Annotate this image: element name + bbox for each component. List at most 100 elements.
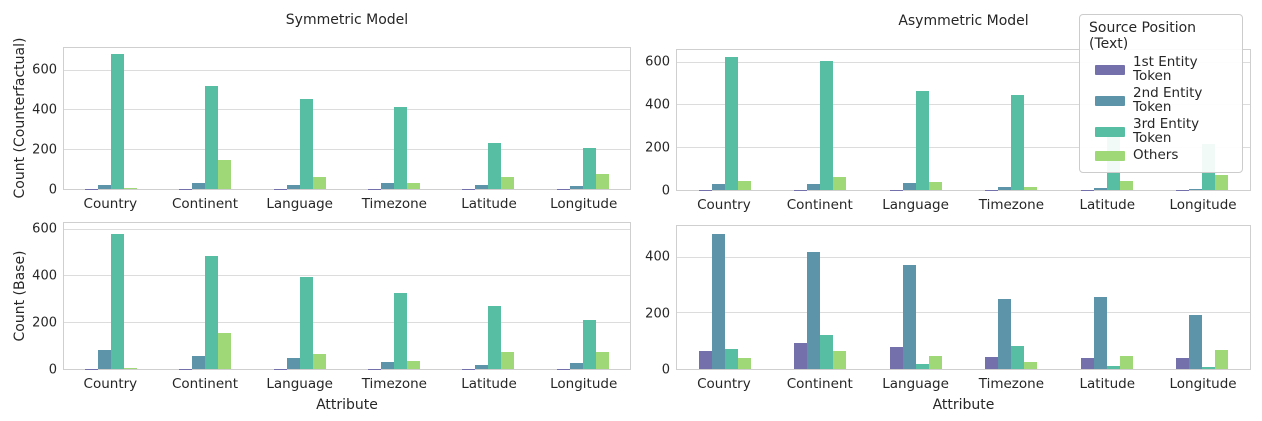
y-tick-label: 0 bbox=[48, 182, 57, 198]
x-tick-label-latitude: Latitude bbox=[461, 376, 517, 392]
bar-others-continent bbox=[218, 160, 232, 189]
legend-label-2nd-entity-token: 2nd Entity Token bbox=[1133, 85, 1203, 115]
bar-groups bbox=[677, 50, 1250, 190]
x-axis-label-attribute-left: Attribute bbox=[316, 397, 378, 413]
legend-swatch-others-icon bbox=[1095, 150, 1125, 161]
bar-others-language bbox=[928, 181, 942, 190]
bar-group-latitude bbox=[441, 223, 535, 369]
bar-group-timezone bbox=[964, 226, 1060, 369]
gridline bbox=[64, 228, 630, 230]
y-tick-label: 200 bbox=[32, 142, 57, 158]
bar-group-language bbox=[868, 50, 964, 190]
bar-others-latitude bbox=[501, 351, 515, 369]
bar-others-timezone bbox=[1024, 362, 1038, 369]
bar-group-language bbox=[868, 226, 964, 369]
bar-3rd-entity-token-latitude bbox=[1106, 365, 1120, 369]
bar-others-language bbox=[928, 356, 942, 369]
bar-others-country bbox=[124, 188, 138, 189]
bar-others-longitude bbox=[595, 351, 609, 369]
bar-2nd-entity-token-country bbox=[98, 184, 112, 189]
bar-3rd-entity-token-timezone bbox=[1011, 95, 1025, 190]
y-axis-ticks: 0 200 400 600 bbox=[626, 49, 670, 197]
bar-3rd-entity-token-language bbox=[299, 98, 313, 189]
legend-swatch-3rd-entity-token-icon bbox=[1095, 126, 1125, 137]
bar-2nd-entity-token-longitude bbox=[1189, 188, 1203, 190]
bar-groups bbox=[64, 223, 630, 369]
bar-3rd-entity-token-continent bbox=[820, 335, 834, 369]
bar-3rd-entity-token-country bbox=[111, 53, 125, 189]
x-tick-label-country: Country bbox=[697, 376, 751, 392]
bar-group-language bbox=[253, 223, 347, 369]
bar-2nd-entity-token-continent bbox=[807, 252, 821, 369]
bar-2nd-entity-token-country bbox=[98, 350, 112, 369]
x-tick-label-longitude: Longitude bbox=[1169, 197, 1237, 213]
y-tick-label: 600 bbox=[645, 54, 670, 70]
x-tick-label-language: Language bbox=[266, 196, 333, 212]
bar-group-latitude bbox=[1059, 226, 1155, 369]
y-tick-label: 400 bbox=[645, 97, 670, 113]
bar-3rd-entity-token-timezone bbox=[1011, 346, 1025, 369]
x-tick-label-timezone: Timezone bbox=[361, 196, 427, 212]
y-tick-label: 0 bbox=[661, 362, 670, 378]
bar-chart-symmetric-base bbox=[63, 222, 631, 370]
x-tick-label-latitude: Latitude bbox=[1079, 197, 1135, 213]
gridline bbox=[64, 321, 630, 323]
gridline bbox=[64, 109, 630, 111]
bar-2nd-entity-token-timezone bbox=[381, 361, 395, 369]
x-tick-label-continent: Continent bbox=[786, 197, 853, 213]
bar-2nd-entity-token-language bbox=[902, 182, 916, 190]
x-tick-label-language: Language bbox=[266, 376, 333, 392]
bar-2nd-entity-token-language bbox=[286, 357, 300, 369]
y-tick-label: 0 bbox=[48, 362, 57, 378]
bar-2nd-entity-token-language bbox=[902, 265, 916, 369]
bar-3rd-entity-token-latitude bbox=[488, 142, 502, 189]
bar-3rd-entity-token-timezone bbox=[394, 292, 408, 369]
y-tick-label: 600 bbox=[32, 62, 57, 78]
legend-label-3rd-entity-token: 3rd Entity Token bbox=[1133, 116, 1200, 146]
gridline bbox=[64, 148, 630, 150]
bar-group-continent bbox=[773, 226, 869, 369]
x-axis-ticks: Country Continent Language Timezone Latitude… bbox=[63, 196, 631, 212]
x-tick-label-language: Language bbox=[882, 376, 949, 392]
gridline bbox=[677, 104, 1250, 106]
x-axis-label-attribute-right: Attribute bbox=[932, 397, 995, 413]
bar-group-latitude bbox=[441, 48, 535, 189]
bar-2nd-entity-token-longitude bbox=[569, 186, 583, 189]
y-axis-ticks: 0 200 400 600 bbox=[13, 222, 57, 377]
bar-3rd-entity-token-country bbox=[724, 56, 738, 190]
bar-group-country bbox=[677, 50, 773, 190]
bar-3rd-entity-token-country bbox=[111, 234, 125, 369]
bar-1st-entity-token-longitude bbox=[1176, 358, 1190, 369]
bar-3rd-entity-token-timezone bbox=[394, 106, 408, 189]
x-tick-label-language: Language bbox=[882, 197, 949, 213]
bar-3rd-entity-token-language bbox=[299, 276, 313, 369]
bar-group-country bbox=[64, 223, 158, 369]
gridline bbox=[677, 312, 1250, 314]
bar-others-language bbox=[312, 353, 326, 369]
legend-item-3rd-entity-token: 3rd Entity Token bbox=[1095, 116, 1233, 146]
bar-group-longitude bbox=[536, 48, 630, 189]
bar-3rd-entity-token-language bbox=[915, 90, 929, 190]
bar-1st-entity-token-timezone bbox=[985, 357, 999, 369]
bar-group-continent bbox=[158, 223, 252, 369]
bar-2nd-entity-token-latitude bbox=[1093, 188, 1107, 190]
x-tick-label-country: Country bbox=[697, 197, 751, 213]
bar-3rd-entity-token-continent bbox=[205, 255, 219, 369]
bar-group-timezone bbox=[347, 223, 441, 369]
bar-others-longitude bbox=[1215, 174, 1229, 190]
bar-2nd-entity-token-country bbox=[711, 233, 725, 369]
bar-2nd-entity-token-latitude bbox=[475, 365, 489, 369]
x-tick-label-latitude: Latitude bbox=[1079, 376, 1135, 392]
bar-group-language bbox=[253, 48, 347, 189]
x-tick-label-timezone: Timezone bbox=[361, 376, 427, 392]
legend-label-1st-entity-token: 1st Entity Token bbox=[1133, 54, 1198, 84]
bar-1st-entity-token-latitude bbox=[1080, 358, 1094, 369]
bar-group-longitude bbox=[1155, 226, 1251, 369]
bar-3rd-entity-token-longitude bbox=[582, 319, 596, 369]
legend-label-others: Others bbox=[1133, 147, 1179, 163]
bar-3rd-entity-token-language bbox=[915, 364, 929, 369]
bar-others-longitude bbox=[1215, 349, 1229, 369]
legend: Source Position (Text) 1st Entity Token … bbox=[1079, 14, 1243, 173]
x-axis-ticks: Country Continent Language Timezone Latitude… bbox=[63, 376, 631, 392]
